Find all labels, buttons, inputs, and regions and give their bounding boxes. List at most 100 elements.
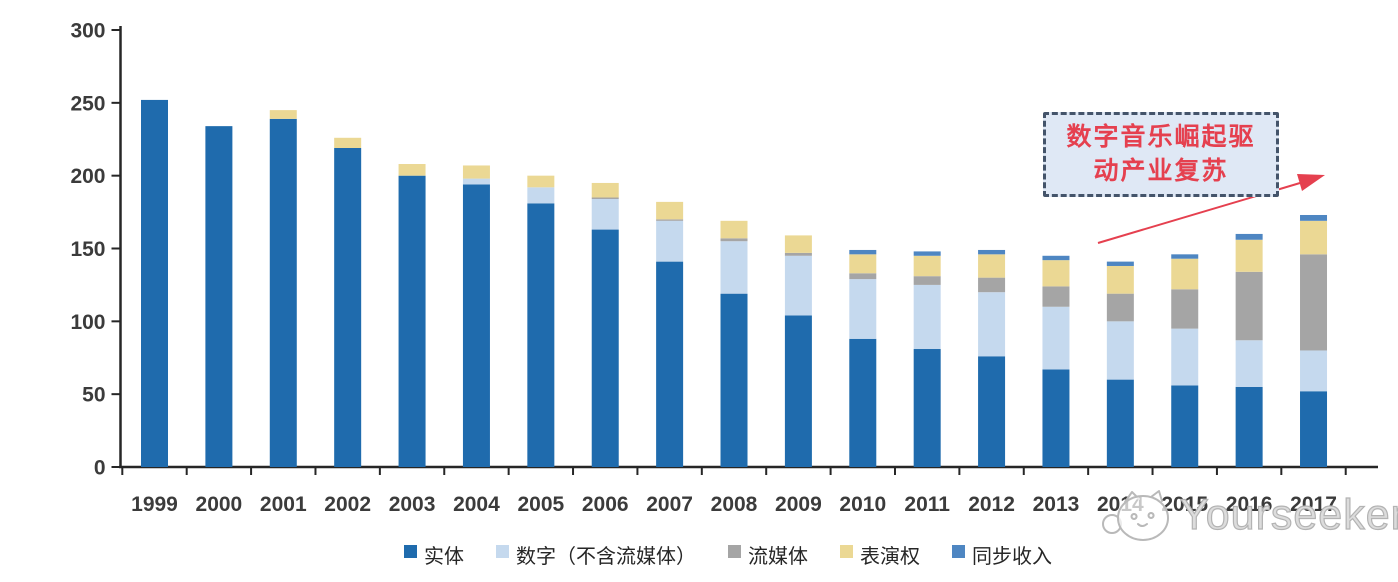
legend-item-digital-excl-streaming: 数字（不含流媒体） <box>496 540 696 569</box>
legend-label-digital-excl-streaming: 数字（不含流媒体） <box>516 546 696 568</box>
bar-segment-performance-rights-2006 <box>591 182 619 198</box>
bar-segment-digital-excl-streaming-2006 <box>591 198 619 230</box>
x-tick-label-2013: 2013 <box>1033 493 1080 516</box>
bar-2007 <box>656 201 684 467</box>
bar-segment-physical-2004 <box>462 184 490 467</box>
bar-segment-physical-2012 <box>978 356 1006 467</box>
bar-segment-performance-rights-2005 <box>527 175 555 188</box>
bar-segment-sync-2014 <box>1106 261 1134 266</box>
bar-2010 <box>849 249 877 467</box>
bar-2002 <box>334 137 362 468</box>
legend-item-performance-rights: 表演权 <box>840 540 920 569</box>
bar-2014 <box>1106 261 1134 467</box>
bar-segment-physical-2001 <box>269 118 297 468</box>
bar-segment-performance-rights-2011 <box>913 255 941 277</box>
bar-segment-physical-2017 <box>1300 391 1328 467</box>
bar-segment-performance-rights-2015 <box>1171 258 1199 290</box>
bar-segment-digital-excl-streaming-2007 <box>656 220 684 262</box>
bar-segment-physical-2014 <box>1106 379 1134 467</box>
bar-2008 <box>720 220 748 467</box>
legend-item-streaming: 流媒体 <box>728 540 808 569</box>
bar-segment-physical-2015 <box>1171 385 1199 467</box>
bar-segment-digital-excl-streaming-2009 <box>784 255 812 316</box>
bar-segment-sync-2015 <box>1171 254 1199 259</box>
bar-segment-performance-rights-2009 <box>784 235 812 253</box>
bar-2003 <box>398 164 426 467</box>
bar-segment-sync-2017 <box>1300 214 1328 221</box>
x-tick-label-2016: 2016 <box>1226 493 1273 516</box>
x-tick-label-2004: 2004 <box>453 493 500 516</box>
bar-1999 <box>141 99 168 468</box>
bar-2015 <box>1171 254 1199 467</box>
bar-2011 <box>913 251 941 467</box>
annotation-text-line1: 数字音乐崛起驱 <box>1066 123 1256 151</box>
bar-segment-digital-excl-streaming-2004 <box>462 178 490 185</box>
x-tick-label-2001: 2001 <box>260 493 307 516</box>
bar-segment-streaming-2010 <box>849 273 877 280</box>
bar-segment-digital-excl-streaming-2017 <box>1300 350 1328 392</box>
bar-2006 <box>591 182 619 467</box>
bar-segment-digital-excl-streaming-2010 <box>849 279 877 339</box>
y-tick-label-100: 100 <box>70 311 105 334</box>
annotation-callout: 数字音乐崛起驱 动产业复苏 <box>1043 112 1279 197</box>
x-tick-label-2003: 2003 <box>389 493 436 516</box>
bar-segment-sync-2012 <box>978 249 1006 255</box>
x-tick-label-2012: 2012 <box>968 493 1015 516</box>
y-tick-label-300: 300 <box>70 20 105 43</box>
bar-segment-streaming-2006 <box>591 197 619 199</box>
bar-segment-performance-rights-2004 <box>462 165 490 179</box>
bar-2013 <box>1042 255 1070 467</box>
y-tick-label-50: 50 <box>82 384 105 407</box>
y-tick-label-250: 250 <box>70 92 105 115</box>
bar-2000 <box>205 126 233 467</box>
bar-segment-performance-rights-2014 <box>1106 265 1134 294</box>
bar-segment-digital-excl-streaming-2005 <box>527 187 555 204</box>
bar-segment-performance-rights-2017 <box>1300 220 1328 255</box>
legend-label-streaming: 流媒体 <box>748 546 808 568</box>
x-tick-label-2002: 2002 <box>324 493 371 516</box>
legend-label-sync: 同步收入 <box>972 546 1052 568</box>
bar-segment-performance-rights-2001 <box>269 110 297 119</box>
bar-segment-physical-2016 <box>1235 386 1263 467</box>
legend-label-performance-rights: 表演权 <box>860 546 920 568</box>
bar-segment-streaming-2015 <box>1171 289 1199 329</box>
bar-segment-physical-2013 <box>1042 369 1070 467</box>
bar-segment-physical-1999 <box>141 99 168 468</box>
bar-segment-streaming-2008 <box>720 238 748 242</box>
annotation-text-line2: 动产业复苏 <box>1093 157 1229 185</box>
y-tick-label-0: 0 <box>94 457 106 480</box>
bar-segment-sync-2010 <box>849 249 877 255</box>
legend-swatch-sync <box>952 545 965 558</box>
bar-segment-digital-excl-streaming-2015 <box>1171 328 1199 386</box>
x-tick-label-2011: 2011 <box>904 493 950 516</box>
bar-segment-digital-excl-streaming-2013 <box>1042 306 1070 370</box>
bar-segment-sync-2011 <box>913 251 941 256</box>
bar-segment-performance-rights-2003 <box>398 164 426 176</box>
bar-segment-physical-2000 <box>205 126 233 467</box>
x-tick-label-2005: 2005 <box>517 493 564 516</box>
bar-segment-physical-2007 <box>656 261 684 467</box>
bar-segment-sync-2013 <box>1042 255 1070 261</box>
bar-segment-physical-2010 <box>849 338 877 467</box>
legend-label-physical: 实体 <box>424 546 464 568</box>
y-tick-label-200: 200 <box>70 165 105 188</box>
bar-2001 <box>269 110 297 468</box>
x-tick-label-2006: 2006 <box>582 493 629 516</box>
bar-segment-performance-rights-2010 <box>849 254 877 274</box>
legend-swatch-digital-excl-streaming <box>496 545 509 558</box>
bar-segment-physical-2003 <box>398 175 426 467</box>
bar-segment-digital-excl-streaming-2008 <box>720 241 748 294</box>
bar-segment-physical-2008 <box>720 293 748 467</box>
bar-segment-streaming-2011 <box>913 276 941 285</box>
y-tick-label-150: 150 <box>70 238 105 261</box>
legend-swatch-performance-rights <box>840 545 853 558</box>
legend-item-physical: 实体 <box>404 540 464 569</box>
bar-segment-digital-excl-streaming-2014 <box>1106 321 1134 380</box>
x-tick-label-2009: 2009 <box>775 493 822 516</box>
bar-segment-performance-rights-2007 <box>656 201 684 220</box>
bar-segment-streaming-2017 <box>1300 254 1328 351</box>
bar-segment-digital-excl-streaming-2016 <box>1235 340 1263 387</box>
x-tick-label-2010: 2010 <box>839 493 886 516</box>
